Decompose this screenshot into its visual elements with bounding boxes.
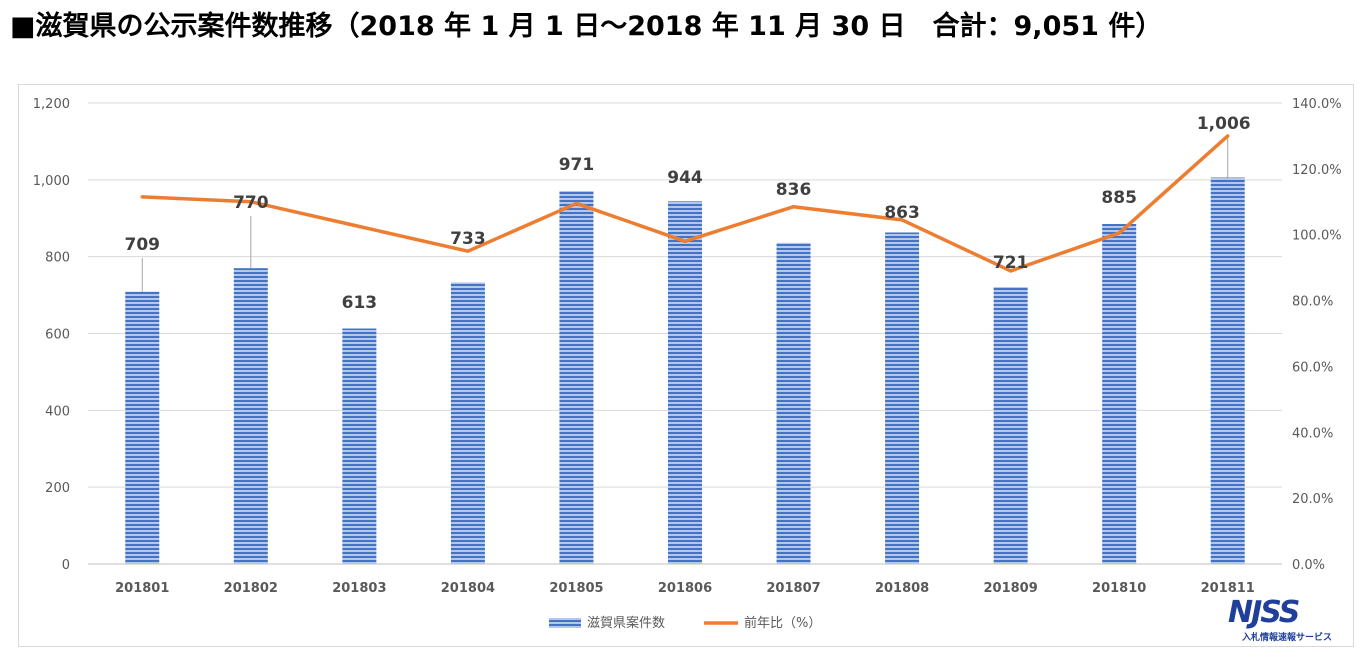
legend-bar-swatch (549, 618, 581, 628)
label-leaders (141, 137, 1229, 292)
legend: 滋賀県案件数 前年比（%） (549, 615, 821, 631)
y-tick-label: 600 (45, 328, 70, 343)
y2-tick-label: 60.0% (1292, 360, 1333, 375)
line-series (140, 134, 1230, 273)
y2-tick-label: 20.0% (1292, 492, 1333, 507)
bar (885, 232, 920, 564)
y-tick-label: 0 (62, 558, 70, 573)
y-tick-label: 1,200 (33, 97, 70, 112)
data-label: 733 (450, 229, 486, 249)
bar (776, 242, 811, 564)
x-tick-label: 201810 (1092, 581, 1146, 596)
logo-tagline: 入札情報速報サービス (1242, 633, 1333, 643)
data-label: 971 (559, 155, 595, 175)
data-labels: 709 770 613 733 971 944 836 863 721 885 1,006 (125, 114, 1251, 313)
bar (342, 328, 377, 564)
y2-tick-label: 140.0% (1292, 97, 1342, 112)
y-tick-label: 800 (45, 251, 70, 266)
bar (233, 268, 268, 564)
y2-tick-label: 100.0% (1292, 229, 1342, 244)
x-tick-label: 201808 (875, 581, 929, 596)
x-tick-label: 201801 (115, 581, 169, 596)
data-label: 1,006 (1197, 114, 1251, 134)
data-label: 721 (993, 253, 1029, 273)
chart-frame (18, 84, 1354, 647)
y2-tick-label: 40.0% (1292, 426, 1333, 441)
x-tick-label: 201807 (766, 581, 820, 596)
data-label: 709 (125, 235, 161, 255)
bar (1102, 224, 1137, 564)
data-label: 836 (776, 180, 812, 200)
bar (450, 282, 485, 564)
data-label: 944 (667, 168, 703, 188)
bar (125, 291, 160, 564)
x-tick-label: 201811 (1201, 581, 1255, 596)
x-tick-label: 201805 (549, 581, 603, 596)
x-tick-label: 201804 (441, 581, 495, 596)
bar (668, 201, 702, 564)
data-label: 863 (884, 203, 920, 223)
bar (993, 287, 1028, 564)
logo-mark: NJSS (1228, 595, 1300, 630)
bar (1210, 177, 1245, 565)
bar-series (125, 177, 1245, 565)
axes: 0 200 400 600 800 1,000 1,200 0.0% 20.0% 40.0% 60.… (33, 97, 1342, 596)
x-tick-label: 201809 (983, 581, 1037, 596)
y-tick-label: 200 (45, 481, 70, 496)
y-tick-label: 400 (45, 404, 70, 419)
x-tick-label: 201802 (224, 581, 278, 596)
bar (559, 190, 594, 564)
data-label: 613 (342, 293, 378, 313)
y2-tick-label: 120.0% (1292, 163, 1342, 178)
page-title: ■滋賀県の公示案件数推移（2018 年 1 月 1 日～2018 年 11 月 … (10, 11, 1163, 42)
legend-bar-label: 滋賀県案件数 (587, 616, 665, 631)
x-tick-label: 201803 (332, 581, 386, 596)
y2-tick-label: 80.0% (1292, 295, 1333, 310)
y2-tick-label: 0.0% (1292, 558, 1325, 573)
njss-logo: NJSS 入札情報速報サービス (1228, 598, 1338, 644)
data-label: 770 (233, 193, 269, 213)
data-label: 885 (1101, 188, 1137, 208)
legend-line-label: 前年比（%） (744, 615, 821, 631)
y-tick-label: 1,000 (33, 174, 70, 189)
x-tick-label: 201806 (658, 581, 712, 596)
